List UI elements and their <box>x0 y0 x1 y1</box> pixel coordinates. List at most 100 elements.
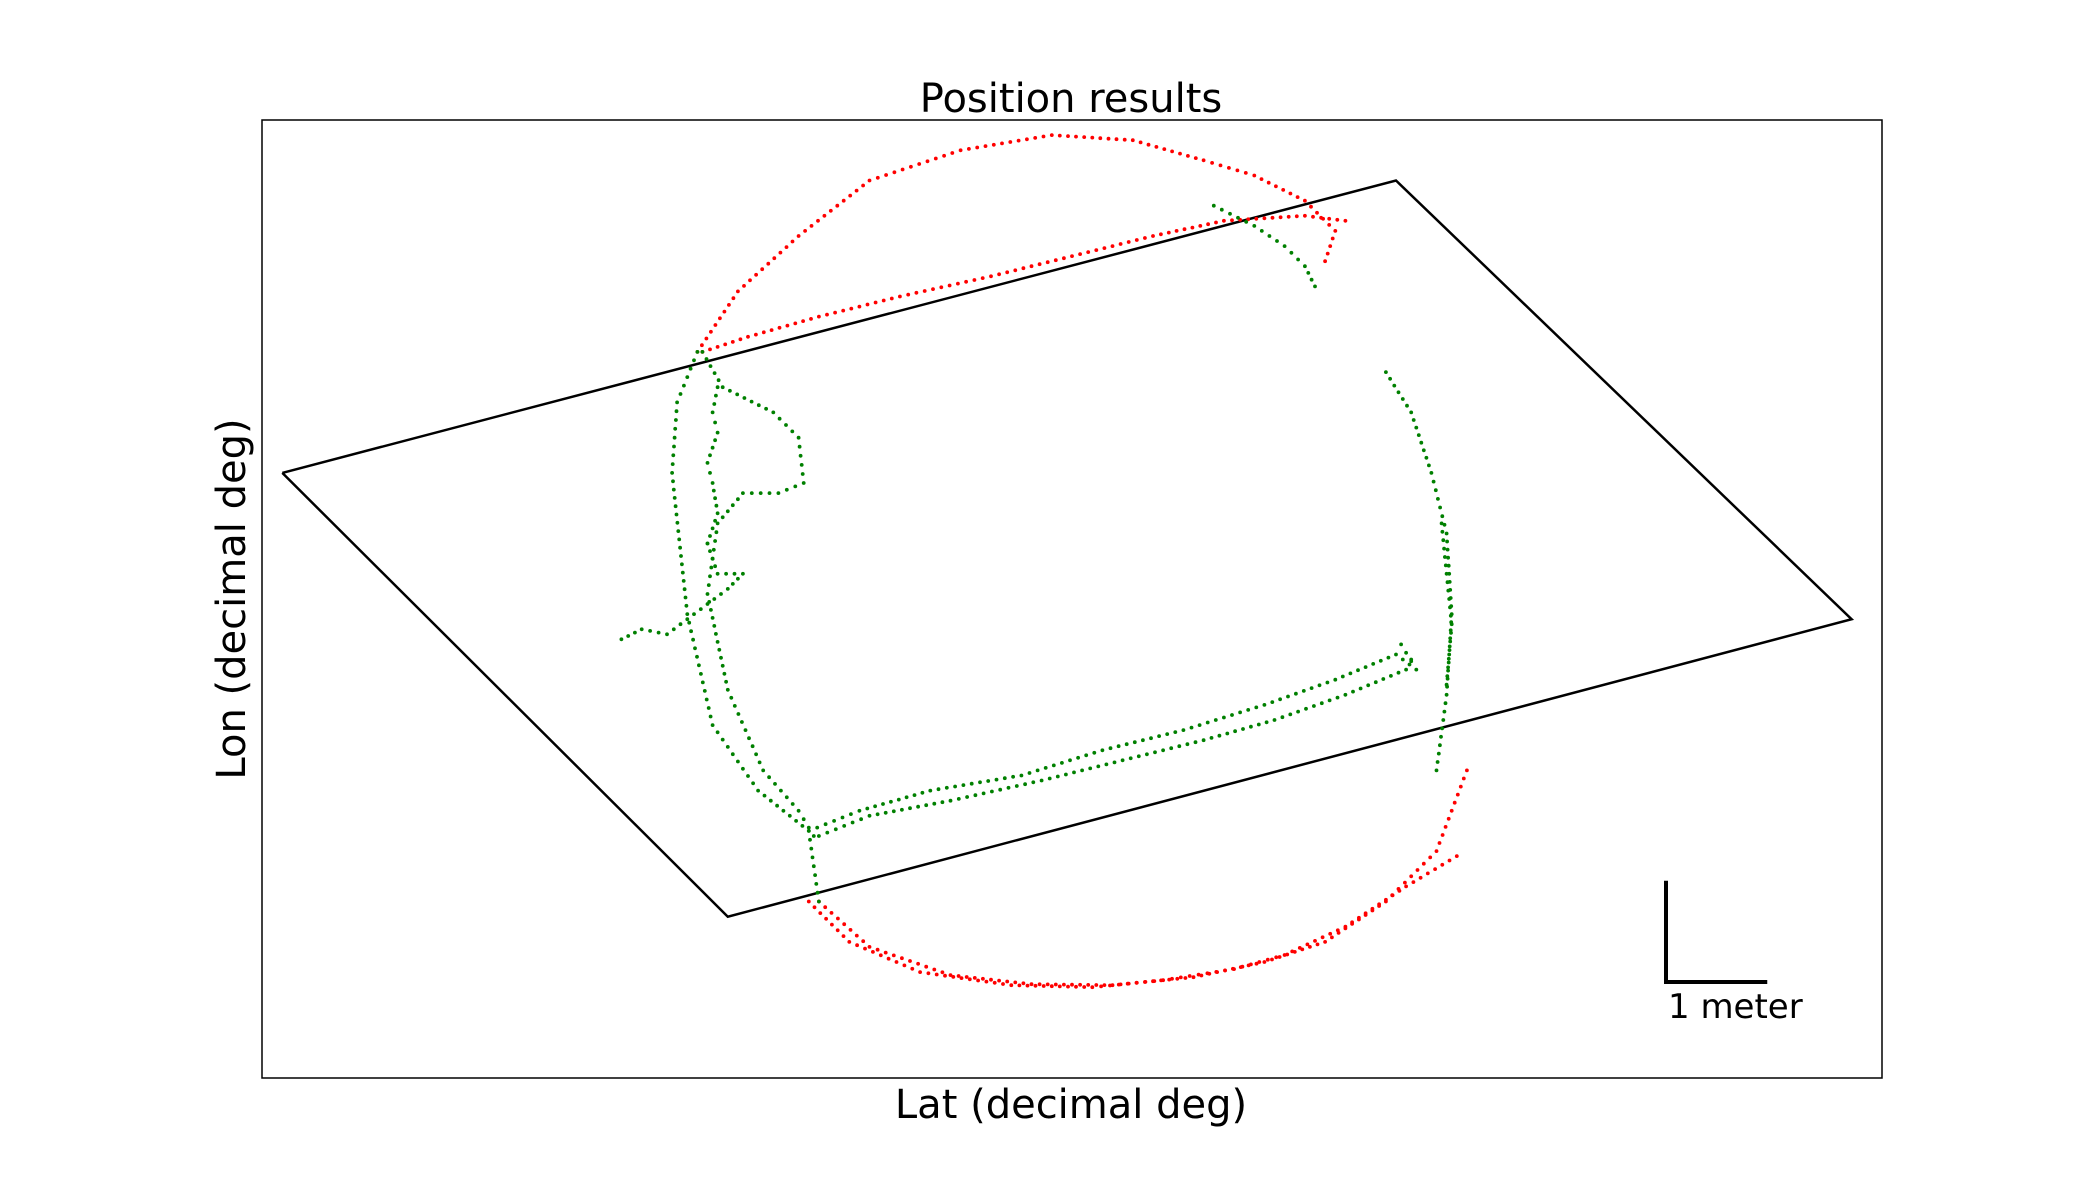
trajectory-point <box>796 435 801 440</box>
trajectory-point <box>1409 657 1414 662</box>
trajectory-point <box>754 332 758 337</box>
trajectory-point <box>1072 770 1076 775</box>
trajectory-point <box>1444 571 1449 576</box>
trajectory-point <box>818 911 823 915</box>
trajectory-point <box>784 245 789 250</box>
trajectory-point <box>1325 251 1330 256</box>
trajectory-point <box>715 345 720 349</box>
trajectory-point <box>1327 223 1332 227</box>
trajectory-point <box>811 864 816 869</box>
trajectory-point <box>1153 750 1157 755</box>
trajectory-point <box>700 680 705 685</box>
trajectory-point <box>836 916 840 921</box>
trajectory-point <box>1433 867 1437 871</box>
trajectory-point <box>712 402 717 406</box>
trajectory-point <box>1448 639 1453 644</box>
trajectory-point <box>1241 727 1245 731</box>
trajectory-point <box>1282 244 1287 249</box>
trajectory-point <box>1407 662 1412 667</box>
trajectory-point <box>989 977 993 982</box>
trajectory-point <box>678 392 683 396</box>
trajectory-point <box>1230 218 1234 223</box>
trajectory-point <box>936 787 941 792</box>
trajectory-point <box>849 812 853 816</box>
trajectory-point <box>1446 563 1451 568</box>
trajectory-point <box>926 971 931 976</box>
trajectory-point <box>1189 725 1194 730</box>
trajectory-point <box>881 802 885 806</box>
trajectory-point <box>1330 236 1335 241</box>
trajectory-point <box>1049 984 1054 989</box>
trajectory-point <box>922 289 927 293</box>
trajectory-point <box>1114 137 1119 142</box>
trajectory-point <box>861 939 866 944</box>
trajectory-point <box>712 624 717 628</box>
scale-bar: 1 meter <box>1664 880 1803 1027</box>
trajectory-point <box>1351 689 1355 694</box>
trajectory-point <box>704 357 709 361</box>
trajectory-point <box>1009 983 1014 988</box>
trajectory-point <box>1057 133 1062 138</box>
trajectory-point <box>908 959 912 963</box>
trajectory-point <box>1013 980 1018 985</box>
trajectory-point <box>794 819 798 823</box>
trajectory-point <box>713 420 717 425</box>
trajectory-point <box>1110 244 1115 249</box>
trajectory-point <box>981 976 985 981</box>
trajectory-point <box>1303 264 1307 269</box>
trajectory-point <box>1124 742 1129 747</box>
trajectory-point <box>700 350 705 354</box>
trajectory-point <box>1442 546 1446 551</box>
trajectory-point <box>1078 252 1082 256</box>
trajectory-point <box>1340 674 1345 679</box>
trajectory-point <box>1445 547 1450 552</box>
trajectory-point <box>1161 748 1165 753</box>
trajectory-point <box>713 323 718 327</box>
trajectory-point <box>1057 984 1062 989</box>
trajectory-point <box>854 188 859 193</box>
trajectory-point <box>1211 203 1216 208</box>
trajectory-point <box>867 178 872 183</box>
trajectory-point <box>1294 691 1298 696</box>
trajectory-point <box>944 785 949 790</box>
trajectory-point <box>689 629 693 634</box>
trajectory-point <box>1325 680 1330 685</box>
trajectory-point <box>1181 728 1186 732</box>
trajectory-point <box>992 980 997 985</box>
trajectory-point <box>633 630 637 635</box>
trajectory-point <box>1157 734 1161 738</box>
trajectory-point <box>956 974 961 978</box>
trajectory-point <box>855 943 859 948</box>
trajectory-point <box>803 229 807 233</box>
trajectory-point <box>1357 917 1361 922</box>
trajectory-point <box>1154 145 1159 149</box>
trajectory-point <box>781 808 786 813</box>
trajectory-point <box>1447 571 1452 576</box>
trajectory-point <box>1446 668 1450 673</box>
trajectory-point <box>1435 760 1440 764</box>
trajectory-point <box>1265 957 1270 962</box>
trajectory-point <box>990 789 994 794</box>
trajectory-point <box>731 296 736 301</box>
trajectory-point <box>1130 138 1135 143</box>
trajectory-point <box>767 491 772 495</box>
trajectory-point <box>710 445 715 450</box>
trajectory-point <box>914 290 919 295</box>
trajectory-point <box>1415 868 1420 872</box>
trajectory-point <box>801 319 805 323</box>
trajectory-point <box>673 504 678 509</box>
trajectory-point <box>917 162 922 166</box>
trajectory-point <box>884 173 888 177</box>
trajectory-point <box>1183 976 1188 980</box>
trajectory-point <box>1278 215 1283 220</box>
trajectory-point <box>710 526 715 531</box>
trajectory-point <box>1118 982 1123 987</box>
trajectory-point <box>865 806 870 811</box>
trajectory-point <box>728 388 732 393</box>
trajectory-point <box>1272 718 1277 722</box>
trajectory-point <box>959 976 964 980</box>
trajectory-point <box>672 435 677 440</box>
trajectory-point <box>1213 718 1218 722</box>
trajectory-point <box>708 714 713 719</box>
